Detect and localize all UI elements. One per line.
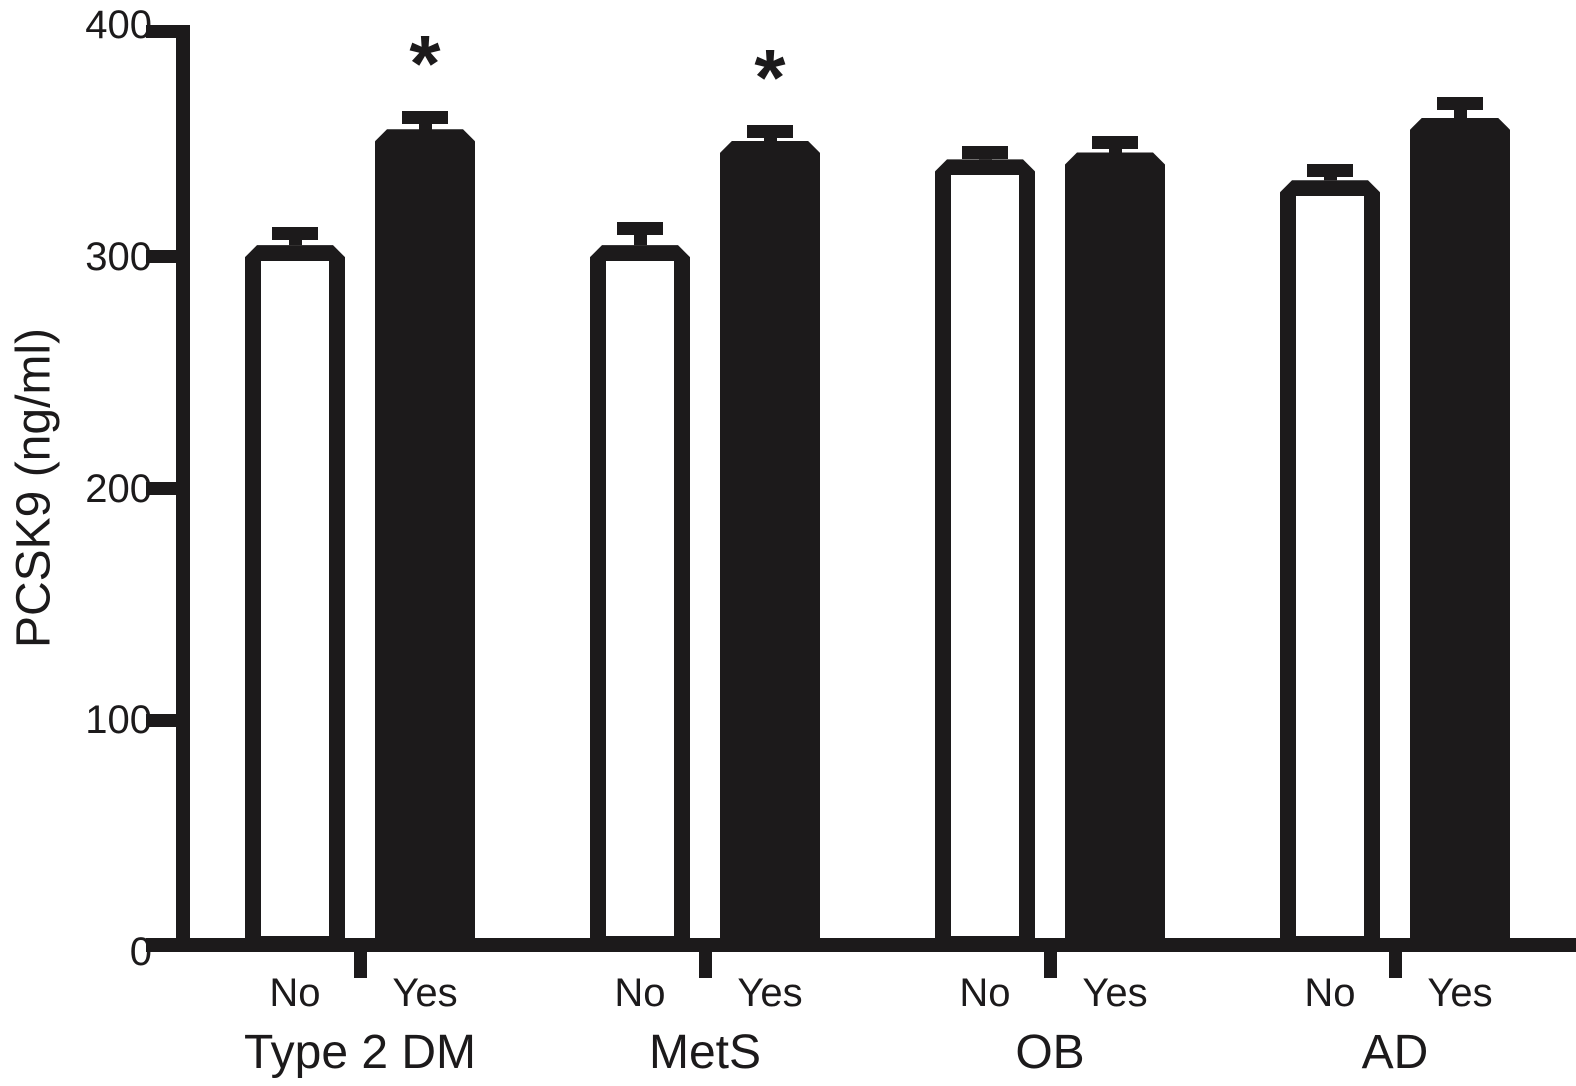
y-axis-tick-label: 100	[85, 698, 152, 743]
error-bar-cap	[1437, 96, 1483, 110]
x-axis-group-tick	[698, 952, 712, 978]
bar-ad-no	[1280, 180, 1380, 952]
error-bar-cap	[617, 221, 663, 235]
bar-ob-yes	[1065, 152, 1165, 952]
y-axis-tick	[146, 250, 176, 264]
bar-mets-yes	[720, 141, 820, 952]
x-axis-group-tick	[1388, 952, 1402, 978]
group-label: Type 2 DM	[243, 1026, 477, 1079]
y-axis-tick-label: 300	[85, 234, 152, 279]
bar-label: No	[1304, 971, 1356, 1015]
error-bar-cap	[747, 124, 793, 138]
y-axis-tick-label: 400	[85, 3, 152, 47]
y-axis-tick	[146, 713, 176, 727]
error-bar-cap	[1307, 164, 1353, 178]
group-label: MetS	[648, 1026, 762, 1079]
bar-label: Yes	[1082, 971, 1148, 1015]
error-bar-cap	[1092, 136, 1138, 150]
y-axis-tick-label: 0	[129, 930, 152, 974]
bar-ad-yes	[1410, 118, 1510, 952]
bar-label: No	[269, 971, 321, 1015]
x-axis-line	[146, 938, 1576, 952]
y-axis-tick	[146, 482, 176, 495]
bar-ob-no	[935, 159, 1035, 952]
bar-type-2-dm-no	[245, 245, 345, 952]
group-label: OB	[1015, 1026, 1085, 1079]
error-bar-cap	[272, 226, 318, 240]
group-label: AD	[1361, 1026, 1429, 1079]
y-axis-tick-label: 200	[85, 466, 152, 511]
significance-asterisk: *	[754, 32, 786, 122]
bar-mets-no	[590, 245, 690, 952]
error-bar-cap	[402, 110, 448, 124]
y-axis-line	[176, 25, 190, 952]
x-axis-group-tick	[1043, 952, 1057, 978]
y-axis-tick	[146, 25, 176, 38]
bar-label: Yes	[1427, 971, 1493, 1015]
bar-label: Yes	[737, 971, 803, 1015]
bar-label: No	[959, 971, 1011, 1015]
bar-label: Yes	[392, 971, 458, 1015]
bar-type-2-dm-yes	[375, 129, 475, 952]
significance-asterisk: *	[409, 18, 441, 108]
bar-label: No	[614, 971, 666, 1015]
x-axis-group-tick	[353, 952, 367, 978]
error-bar-cap	[962, 145, 1008, 159]
